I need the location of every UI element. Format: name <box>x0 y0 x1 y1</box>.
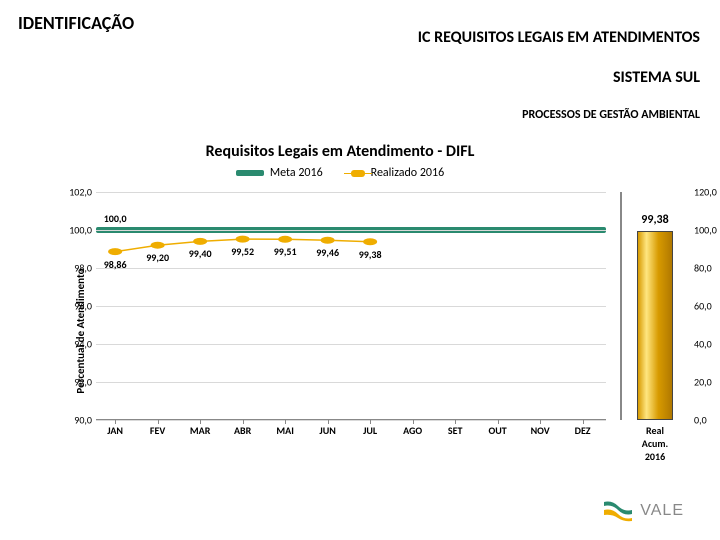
x-tick-label: JUN <box>319 424 335 437</box>
plot-area: 90,092,094,096,098,0100,0102,0JANFEVMARA… <box>96 192 606 420</box>
legend-item-realizado: Realizado 2016 <box>351 166 445 180</box>
realizado-marker <box>363 238 377 245</box>
vale-logo: VALE <box>602 500 684 522</box>
x-tick-label: ABR <box>234 424 251 437</box>
y-tick-label: 96,0 <box>60 300 92 313</box>
page-title-right-line2: SISTEMA SUL <box>320 68 700 87</box>
y-tick-label: 102,0 <box>60 186 92 199</box>
y-tick-label: 94,0 <box>60 338 92 351</box>
meta-data-label: 100,0 <box>104 212 127 225</box>
secondary-y-tick-label: 80,0 <box>694 262 720 275</box>
realizado-data-label: 99,20 <box>146 251 169 264</box>
gridline <box>96 382 606 383</box>
subheader: PROCESSOS DE GESTÃO AMBIENTAL <box>522 108 700 122</box>
secondary-y-tick-label: 40,0 <box>694 338 720 351</box>
realizado-data-label: 99,46 <box>316 246 339 259</box>
x-tick-label: DEZ <box>575 424 591 437</box>
accumulated-bar-label: 99,38 <box>641 213 668 227</box>
chart-legend: Meta 2016 Realizado 2016 <box>0 166 680 180</box>
realizado-marker <box>278 236 292 243</box>
y-tick-label: 100,0 <box>60 224 92 237</box>
secondary-y-tick-label: 100,0 <box>694 224 720 237</box>
secondary-y-tick-label: 0,0 <box>694 414 720 427</box>
vale-logo-text: VALE <box>640 502 684 520</box>
realizado-data-label: 99,51 <box>274 245 297 258</box>
secondary-y-tick-label: 60,0 <box>694 300 720 313</box>
realizado-marker <box>193 238 207 245</box>
legend-swatch-realizado <box>351 170 365 177</box>
gridline <box>96 420 606 421</box>
realizado-marker <box>321 237 335 244</box>
x-tick-label: AGO <box>403 424 422 437</box>
gridline <box>96 192 606 193</box>
x-tick-label: MAR <box>190 424 210 437</box>
vale-logo-icon <box>602 500 634 522</box>
x-tick-label: FEV <box>150 424 165 437</box>
x-tick-label: SET <box>448 424 463 437</box>
realizado-data-label: 99,38 <box>359 248 382 261</box>
realizado-marker <box>236 236 250 243</box>
y-tick-label: 98,0 <box>60 262 92 275</box>
realizado-data-label: 99,40 <box>189 247 212 260</box>
secondary-axis-line <box>620 192 622 420</box>
gridline <box>96 230 606 231</box>
x-tick-label: OUT <box>489 424 507 437</box>
y-tick-label: 90,0 <box>60 414 92 427</box>
realizado-marker <box>108 248 122 255</box>
realizado-data-label: 98,86 <box>104 258 127 271</box>
chart-title: Requisitos Legais em Atendimento - DIFL <box>0 142 680 161</box>
x-tick-label: JUL <box>363 424 377 437</box>
legend-label-realizado: Realizado 2016 <box>371 166 445 180</box>
x-tick-label: MAI <box>276 424 293 437</box>
secondary-y-tick-label: 120,0 <box>694 186 720 199</box>
legend-swatch-meta <box>236 170 264 176</box>
secondary-y-tick-label: 20,0 <box>694 376 720 389</box>
chart-area: Percentual de Atendimento 90,092,094,096… <box>28 182 692 480</box>
legend-label-meta: Meta 2016 <box>270 166 323 180</box>
gridline <box>96 268 606 269</box>
x-tick-label: JAN <box>107 424 123 437</box>
page-title-right-line1: IC REQUISITOS LEGAIS EM ATENDIMENTOS <box>418 28 700 47</box>
gridline <box>96 306 606 307</box>
realizado-marker <box>151 242 165 249</box>
gridline <box>96 344 606 345</box>
y-tick-label: 92,0 <box>60 376 92 389</box>
x-tick-label: NOV <box>531 424 550 437</box>
page-title-left: IDENTIFICAÇÃO <box>18 12 134 34</box>
secondary-axis-area: 0,020,040,060,080,0100,0120,099,38RealAc… <box>620 192 690 420</box>
accumulated-bar <box>637 231 673 420</box>
realizado-data-label: 99,52 <box>231 245 254 258</box>
legend-item-meta: Meta 2016 <box>236 166 323 180</box>
secondary-x-label: RealAcum.2016 <box>620 424 690 463</box>
